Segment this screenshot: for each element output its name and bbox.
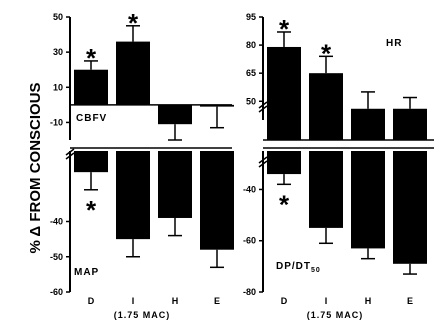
dpdt-tick-label: -40 [243, 184, 256, 194]
hr-bar-E [393, 108, 427, 140]
map-tick-label: -60 [50, 287, 63, 297]
map-bar-H [158, 151, 192, 218]
hr-tick-label: 50 [246, 96, 256, 106]
map-tick-label: -50 [50, 252, 63, 262]
hr-bar-D [267, 46, 301, 140]
dpdt-tick-label: -60 [243, 236, 256, 246]
hr-tick-label: 80 [246, 40, 256, 50]
category-label-D: D [88, 296, 95, 306]
hr-label: HR [386, 38, 402, 49]
category-label-I: I [325, 296, 328, 306]
hr-tick-label: 95 [246, 12, 256, 22]
category-label-H: H [365, 296, 372, 306]
cbfv-bar-I [116, 41, 150, 105]
category-label-D: D [281, 296, 288, 306]
cbfv-significance-star: * [128, 8, 139, 38]
cbfv-bar-E [200, 104, 234, 107]
map-bar-D [74, 151, 108, 173]
hr-significance-star: * [279, 14, 290, 44]
hr-significance-star: * [321, 38, 332, 68]
subtitle-left: (1.75 MAC) [114, 310, 171, 320]
cbfv-tick-label: 30 [53, 47, 63, 57]
hr-bar-H [351, 108, 385, 140]
cbfv-tick-label: -10 [50, 117, 63, 127]
dpdt-label-main: DP/DT [276, 261, 311, 272]
dpdt-significance-star: * [279, 189, 290, 219]
cbfv-tick-label: 10 [53, 82, 63, 92]
category-label-H: H [172, 296, 179, 306]
map-bar-I [116, 151, 150, 240]
dpdt-bar-I [309, 151, 343, 228]
dpdt-tick-label: -80 [243, 287, 256, 297]
hr-bar-I [309, 73, 343, 140]
axis-break [258, 101, 268, 113]
cbfv-significance-star: * [86, 43, 97, 73]
category-label-I: I [132, 296, 135, 306]
panels: 50 30 10 -10 * * CBFV -40 -50 -60 * MAP 95 80 65 50 * * HR… [50, 8, 434, 306]
map-tick-label: -40 [50, 217, 63, 227]
cbfv-tick-label: 50 [53, 12, 63, 22]
dpdt-label: DP/DT50 [276, 261, 321, 274]
subtitle-right: (1.75 MAC) [307, 310, 364, 320]
category-label-E: E [407, 296, 413, 306]
cbfv-label: CBFV [76, 113, 107, 124]
y-axis-label: % Δ FROM CONSCIOUS [27, 82, 44, 253]
category-label-E: E [214, 296, 220, 306]
dpdt-bar-D [267, 151, 301, 175]
map-label: MAP [74, 267, 99, 278]
cbfv-bar-D [74, 69, 108, 105]
dpdt-label-subscript: 50 [311, 267, 321, 274]
hr-tick-label: 65 [246, 68, 256, 78]
map-significance-star: * [86, 195, 97, 225]
map-bar-E [200, 151, 234, 250]
cbfv-bar-H [158, 104, 192, 125]
dpdt-bar-E [393, 151, 427, 264]
dpdt-bar-H [351, 151, 385, 249]
